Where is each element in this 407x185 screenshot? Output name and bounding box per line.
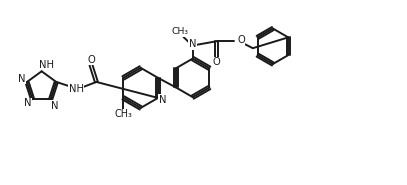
- Text: O: O: [213, 57, 221, 68]
- Text: O: O: [237, 36, 245, 46]
- Text: NH: NH: [69, 84, 84, 94]
- Text: N: N: [50, 101, 58, 111]
- Text: NH: NH: [39, 60, 54, 70]
- Text: CH₃: CH₃: [171, 28, 188, 36]
- Text: CH₃: CH₃: [114, 109, 132, 119]
- Text: N: N: [189, 39, 197, 49]
- Text: N: N: [159, 95, 166, 105]
- Text: N: N: [24, 98, 31, 108]
- Text: N: N: [18, 74, 25, 84]
- Text: O: O: [87, 55, 95, 65]
